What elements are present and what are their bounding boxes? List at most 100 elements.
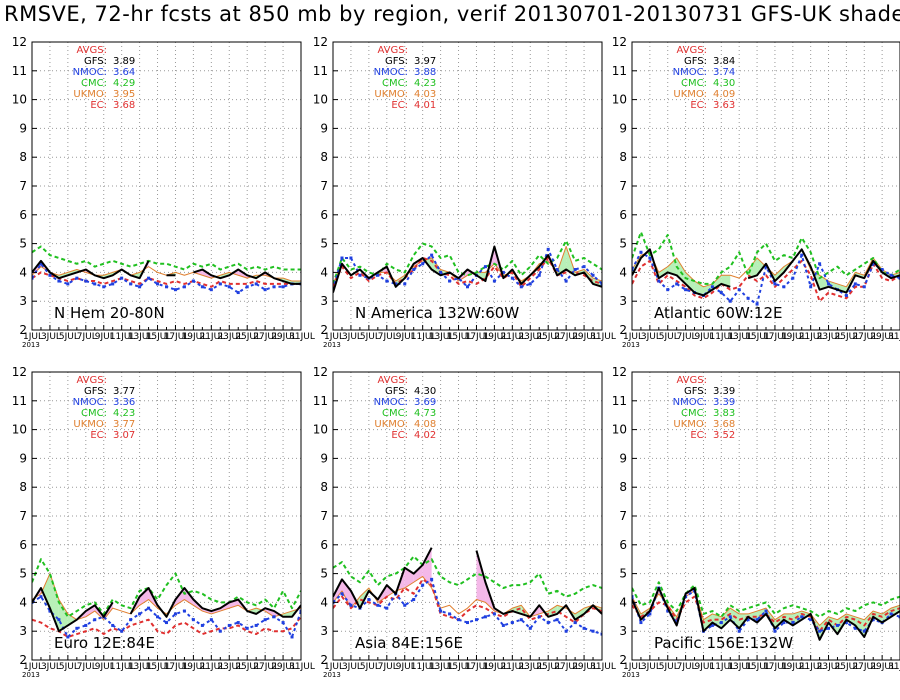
legend-ukmo-label: UKMO: <box>73 419 107 430</box>
xtick-label: 23JUL <box>217 662 243 672</box>
series-nmoc-point <box>57 279 61 283</box>
series-nmoc-point <box>448 612 452 616</box>
xtick-label: 23JUL <box>217 332 243 342</box>
shade-segment <box>792 611 802 626</box>
series-nmoc-point <box>710 285 714 289</box>
series-nmoc-point <box>582 626 586 630</box>
legend-gfs-avg: 3.77 <box>113 386 135 397</box>
series-nmoc-point <box>358 273 362 277</box>
shade-segment <box>341 579 351 609</box>
ytick-label: 6 <box>619 208 627 222</box>
ytick-label: 3 <box>19 624 27 638</box>
xtick-label: 7JUL <box>77 332 97 342</box>
series-nmoc-point <box>66 282 70 286</box>
legend-ukmo-avg: 3.95 <box>113 89 135 100</box>
xtick-label: 3JUL <box>41 662 61 672</box>
series-nmoc-point <box>466 621 469 625</box>
shade-segment <box>67 613 77 626</box>
ytick-label: 6 <box>320 538 328 552</box>
xtick-label: 17JUL <box>763 662 789 672</box>
series-nmoc-point <box>394 282 398 286</box>
ytick-label: 6 <box>619 538 627 552</box>
xtick-label: 3JUL <box>342 332 362 342</box>
xtick-label: 21JUL <box>799 332 825 342</box>
xtick-label: 3JUL <box>342 662 362 672</box>
series-nmoc-point <box>684 288 688 292</box>
series-nmoc-point <box>791 621 795 625</box>
series-nmoc-point <box>48 609 52 613</box>
year-label: 2013 <box>323 671 341 679</box>
ytick-label: 2 <box>19 653 27 667</box>
series-nmoc-point <box>898 615 900 619</box>
series-nmoc-point <box>773 629 777 633</box>
xtick-label: 27JUL <box>852 332 878 342</box>
series-nmoc-point <box>800 615 804 619</box>
ytick-label: 12 <box>12 365 27 379</box>
series-nmoc-point <box>773 282 777 286</box>
series-nmoc-point <box>430 577 434 581</box>
legend-ec-label: EC: <box>391 100 408 111</box>
xtick-label: 1JUL <box>623 662 643 672</box>
series-gfs-line <box>129 587 301 618</box>
series-nmoc-point <box>376 603 380 607</box>
xtick-label: 15JUL <box>146 332 172 342</box>
ytick-label: 3 <box>619 294 627 308</box>
series-nmoc-point <box>120 276 124 280</box>
xtick-label: 1JUL <box>623 332 643 342</box>
series-nmoc-point <box>666 288 670 292</box>
ytick-label: 3 <box>320 294 328 308</box>
legend-cmc-avg: 4.30 <box>713 78 735 89</box>
legend-title: AVGS: <box>676 45 707 56</box>
xtick-label: 25JUL <box>536 332 562 342</box>
ytick-label: 5 <box>619 237 627 251</box>
series-nmoc-point <box>403 603 407 607</box>
ytick-label: 10 <box>612 93 627 107</box>
shade-segment <box>730 608 740 629</box>
legend-ec-label: EC: <box>391 430 408 441</box>
xtick-label: 11JUL <box>411 662 437 672</box>
legend-ukmo-avg: 4.08 <box>414 419 436 430</box>
series-nmoc-point <box>385 606 389 610</box>
xtick-label: 11JUL <box>411 332 437 342</box>
series-nmoc-point <box>299 609 301 613</box>
series-nmoc-point <box>809 285 813 289</box>
series-lines <box>32 245 301 295</box>
series-nmoc-point <box>439 270 443 274</box>
shade-segment <box>85 605 95 617</box>
series-nmoc-point <box>173 612 177 616</box>
xtick-label: 29JUL <box>572 662 598 672</box>
series-ec-line <box>333 578 602 624</box>
series-nmoc-point <box>245 626 249 630</box>
xtick-label: 25JUL <box>235 662 261 672</box>
series-nmoc-point <box>573 268 577 272</box>
legend-ukmo-label: UKMO: <box>374 89 408 100</box>
series-gfs-line <box>333 547 433 610</box>
series-nmoc-point <box>528 626 532 630</box>
xtick-label: 19JUL <box>483 662 509 672</box>
legend-gfs-avg: 4.30 <box>414 386 436 397</box>
xtick-label: 9JUL <box>396 662 416 672</box>
xtick-label: 1JUL <box>23 662 43 672</box>
xtick-label: 17JUL <box>164 332 190 342</box>
ytick-label: 8 <box>619 480 627 494</box>
series-nmoc-point <box>209 618 213 622</box>
xtick-label: 27JUL <box>554 332 580 342</box>
series-nmoc-point <box>340 592 344 596</box>
series-nmoc-point <box>385 279 389 283</box>
xtick-label: 27JUL <box>852 662 878 672</box>
xtick-label: 13JUL <box>727 332 753 342</box>
series-nmoc-point <box>39 262 43 266</box>
series-cmc-line <box>333 555 602 598</box>
xtick-label: 1JUL <box>324 332 344 342</box>
ytick-label: 3 <box>19 294 27 308</box>
series-cmc-line <box>632 581 900 618</box>
ytick-label: 8 <box>619 150 627 164</box>
series-ec-line <box>32 271 301 288</box>
xtick-label: 5JUL <box>659 662 679 672</box>
ytick-label: 7 <box>19 509 27 523</box>
series-nmoc-point <box>173 288 177 292</box>
legend-cmc-label: CMC: <box>382 408 408 419</box>
series-nmoc-point <box>57 618 61 622</box>
xtick-label: 15JUL <box>745 332 771 342</box>
series-nmoc-point <box>871 262 875 266</box>
